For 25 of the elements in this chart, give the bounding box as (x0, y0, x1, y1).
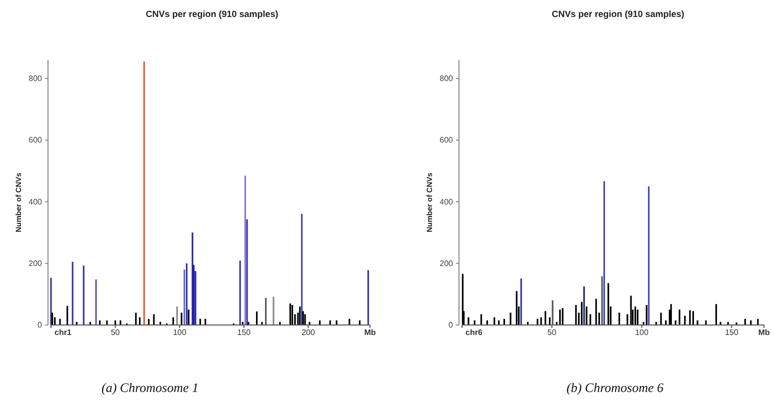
y-tick-label: 0 (38, 320, 43, 330)
y-tick-label: 200 (28, 258, 43, 268)
x-tick-label: 150 (724, 328, 739, 337)
y-tick-label: 600 (440, 136, 454, 145)
x-tick-label: chr1 (54, 328, 72, 337)
x-tick-label: chr6 (466, 328, 483, 337)
y-tick-label: 800 (28, 74, 43, 84)
x-tick-label: 150 (237, 328, 252, 337)
text: (b) Chromosome 6 (566, 380, 664, 395)
x-tick-label: 200 (302, 328, 316, 337)
y-tick-label: 800 (440, 74, 454, 84)
x-tick-label: 50 (547, 328, 557, 337)
text: (a) Chromosome 1 (101, 380, 199, 395)
x-tick-label: Mb (364, 328, 376, 337)
x-tick-label: 50 (110, 328, 120, 337)
y-tick-label: 400 (440, 197, 454, 206)
y-tick-label: 600 (28, 136, 43, 145)
chart-title: CNVs per region (910 samples) (552, 9, 684, 19)
y-tick-label: 200 (440, 258, 454, 268)
x-tick-label: 100 (172, 328, 187, 337)
x-tick-label: Mb (758, 328, 770, 337)
y-tick-label: 0 (448, 320, 454, 330)
chart-title: CNVs per region (910 samples) (146, 9, 278, 19)
y-tick-label: 400 (28, 197, 43, 206)
x-tick-label: 100 (635, 328, 649, 337)
